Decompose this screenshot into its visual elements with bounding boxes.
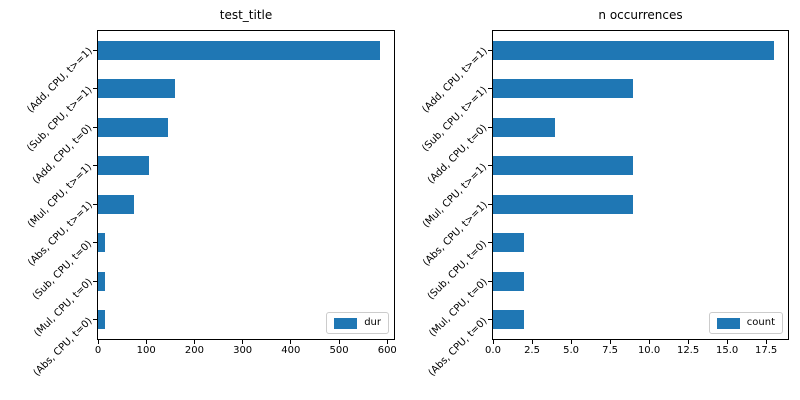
x-tick-mark: [145, 340, 147, 344]
x-tick-label: 12.5: [676, 345, 700, 356]
y-tick-mark: [488, 126, 492, 128]
left-chart-title: test_title: [219, 8, 273, 22]
bar: [493, 79, 634, 99]
x-tick-label: 100: [136, 345, 156, 356]
y-tick-mark: [488, 319, 492, 321]
y-tick-mark: [93, 126, 97, 128]
x-tick-label: 17.5: [755, 345, 778, 356]
x-tick-label: 500: [329, 345, 349, 356]
legend-swatch: [716, 317, 740, 329]
y-tick-mark: [93, 88, 97, 90]
x-tick-label: 7.5: [602, 345, 619, 356]
x-tick-label: 10.0: [637, 345, 661, 356]
y-tick-mark: [488, 165, 492, 167]
bar: [98, 310, 106, 330]
y-tick-mark: [93, 280, 97, 282]
x-tick-label: 0: [94, 345, 102, 356]
y-tick-mark: [488, 280, 492, 282]
legend-label: dur: [364, 317, 381, 328]
y-tick-mark: [488, 88, 492, 90]
y-tick-mark: [93, 319, 97, 321]
bar: [493, 194, 634, 214]
right-chart-plot-area: n occurrences count (Add, CPU, t>=1) (Sub…: [420, 8, 789, 378]
x-tick-label: 2.5: [524, 345, 540, 356]
x-tick-mark: [193, 340, 195, 344]
y-tick-mark: [488, 242, 492, 244]
x-tick-mark: [609, 340, 611, 344]
left-chart-plot-area: test_title dur (Add, CPU, t>=1) (Sub, CPU…: [25, 8, 397, 378]
y-tick-label: (Add, CPU, t>=1): [25, 46, 95, 116]
right-chart-title: n occurrences: [598, 8, 683, 22]
bar: [493, 233, 525, 253]
bar: [493, 310, 525, 330]
y-tick-mark: [488, 49, 492, 51]
x-tick-mark: [386, 340, 388, 344]
bar: [493, 40, 774, 60]
y-tick-label: (Add, CPU, t>=1): [420, 46, 490, 116]
x-tick-label: 200: [184, 345, 204, 356]
x-tick-label: 5.0: [563, 345, 579, 356]
x-tick-label: 0.0: [485, 345, 501, 356]
x-tick-mark: [726, 340, 728, 344]
y-tick-mark: [93, 165, 97, 167]
x-tick-label: 300: [233, 345, 253, 356]
bar: [98, 194, 135, 214]
y-tick-mark: [488, 203, 492, 205]
y-tick-label: (Sub, CPU, t>=1): [25, 84, 95, 154]
bar: [98, 156, 149, 176]
x-tick-label: 400: [281, 345, 301, 356]
x-tick-mark: [242, 340, 244, 344]
y-tick-mark: [93, 203, 97, 205]
left-chart-legend: dur: [326, 312, 389, 334]
x-tick-mark: [765, 340, 767, 344]
legend-swatch: [334, 317, 358, 329]
x-tick-mark: [492, 340, 494, 344]
x-tick-mark: [687, 340, 689, 344]
x-tick-label: 15.0: [715, 345, 739, 356]
legend-label: count: [746, 317, 775, 328]
x-tick-mark: [97, 340, 99, 344]
y-tick-label: (Sub, CPU, t>=1): [420, 84, 490, 154]
right-chart-legend: count: [708, 312, 783, 334]
bar: [493, 271, 525, 291]
x-tick-mark: [570, 340, 572, 344]
x-tick-label: 600: [377, 345, 397, 356]
x-tick-mark: [531, 340, 533, 344]
y-tick-mark: [93, 49, 97, 51]
x-tick-mark: [338, 340, 340, 344]
bar: [98, 233, 106, 253]
bar: [98, 40, 381, 60]
y-tick-mark: [93, 242, 97, 244]
bar: [98, 79, 176, 99]
x-tick-mark: [290, 340, 292, 344]
bar: [493, 117, 556, 137]
bar: [98, 117, 168, 137]
bar: [493, 156, 634, 176]
bar: [98, 271, 106, 291]
x-tick-mark: [648, 340, 650, 344]
